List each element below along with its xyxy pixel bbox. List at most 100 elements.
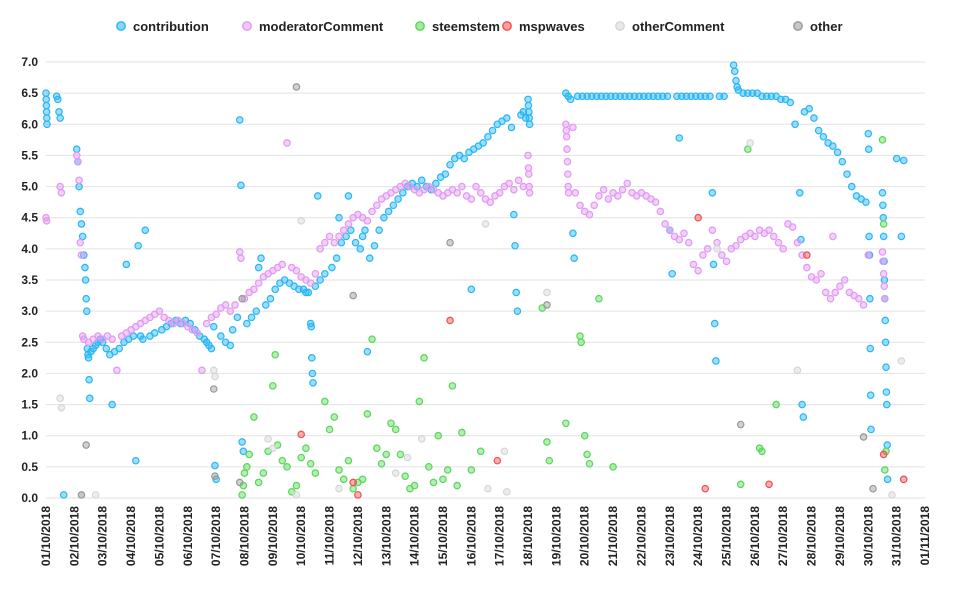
x-tick-label: 18/10/2018 xyxy=(521,506,535,566)
x-tick-label: 06/10/2018 xyxy=(181,506,195,566)
data-point xyxy=(243,319,251,328)
data-point xyxy=(769,232,778,241)
data-point xyxy=(878,189,887,197)
x-tick-label: 22/10/2018 xyxy=(634,506,648,566)
data-point xyxy=(479,139,487,147)
data-point xyxy=(661,220,669,228)
data-point xyxy=(838,157,847,166)
data-point xyxy=(339,475,348,484)
data-point xyxy=(108,400,116,409)
x-tick-label: 31/10/2018 xyxy=(890,506,904,566)
data-point xyxy=(54,95,62,104)
data-point xyxy=(306,279,315,287)
data-point xyxy=(803,263,811,272)
x-tick-label: 10/10/2018 xyxy=(294,506,308,566)
data-point xyxy=(307,322,316,331)
data-point xyxy=(458,428,466,437)
data-point xyxy=(358,232,367,241)
data-point xyxy=(656,207,665,216)
data-point xyxy=(231,301,239,309)
data-point xyxy=(283,139,291,147)
data-point xyxy=(235,478,244,487)
legend-item-steemstem: steemstem xyxy=(415,19,500,34)
data-point xyxy=(580,431,589,440)
data-point xyxy=(722,257,731,266)
series-other xyxy=(77,83,877,499)
data-point xyxy=(207,344,216,353)
x-tick-label: 19/10/2018 xyxy=(549,506,563,566)
data-point xyxy=(699,251,707,259)
series-steemstem xyxy=(238,136,890,499)
data-point xyxy=(843,170,851,178)
data-point xyxy=(595,294,603,303)
data-point xyxy=(708,226,717,234)
data-point xyxy=(363,347,372,356)
data-point xyxy=(446,316,454,325)
x-tick-label: 27/10/2018 xyxy=(776,506,790,566)
y-tick-label: 2.0 xyxy=(21,366,38,380)
y-tick-label: 6.5 xyxy=(21,86,38,100)
data-point xyxy=(278,260,287,269)
data-point xyxy=(347,226,355,234)
y-tick-label: 4.0 xyxy=(21,242,38,256)
data-point xyxy=(42,95,50,104)
x-tick-label: 07/10/2018 xyxy=(209,506,223,566)
data-point xyxy=(308,369,317,378)
data-point xyxy=(56,182,64,191)
data-point xyxy=(382,450,391,459)
data-point xyxy=(439,475,447,484)
legend-item-moderatorComment: moderatorComment xyxy=(242,19,384,34)
legend-marker xyxy=(502,21,512,31)
data-point xyxy=(882,400,891,409)
data-point xyxy=(448,382,457,390)
data-point xyxy=(746,139,754,147)
data-point xyxy=(793,238,802,247)
data-point xyxy=(75,176,83,185)
data-point xyxy=(651,198,660,206)
data-point xyxy=(882,388,891,396)
data-point xyxy=(720,92,728,101)
series-mspwaves xyxy=(297,213,908,499)
data-point xyxy=(563,157,572,166)
data-point xyxy=(316,245,324,253)
data-point xyxy=(883,475,892,484)
data-point xyxy=(709,260,718,269)
data-point xyxy=(81,276,90,284)
data-point xyxy=(134,241,142,250)
data-point xyxy=(706,92,714,101)
data-point xyxy=(888,491,896,499)
data-point xyxy=(74,157,82,166)
data-point xyxy=(585,459,594,468)
y-tick-label: 3.0 xyxy=(21,304,38,318)
data-point xyxy=(401,472,409,481)
data-point xyxy=(772,400,780,409)
data-point xyxy=(335,232,343,241)
data-point xyxy=(774,238,783,247)
data-point xyxy=(211,461,219,470)
legend-item-contribution: contribution xyxy=(116,19,209,34)
data-point xyxy=(865,232,873,241)
data-point xyxy=(434,431,443,440)
data-point xyxy=(42,108,51,116)
data-point xyxy=(829,142,837,150)
x-tick-label: 21/10/2018 xyxy=(606,506,620,566)
data-point xyxy=(510,185,518,194)
data-point xyxy=(91,491,100,499)
data-point xyxy=(675,235,684,244)
data-point xyxy=(881,294,889,303)
data-point xyxy=(394,195,402,203)
data-point xyxy=(420,354,428,362)
data-point xyxy=(476,447,485,456)
data-point xyxy=(245,450,254,459)
data-point xyxy=(131,456,140,465)
data-point xyxy=(793,366,802,375)
data-point xyxy=(344,220,353,228)
data-point xyxy=(75,182,83,191)
data-point xyxy=(349,291,357,300)
data-point xyxy=(879,220,888,228)
data-point xyxy=(730,67,739,76)
data-point xyxy=(879,213,888,222)
data-point xyxy=(259,469,268,477)
data-point xyxy=(562,132,571,141)
